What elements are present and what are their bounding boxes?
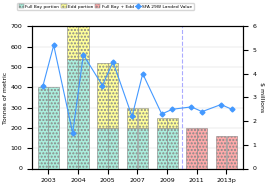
Y-axis label: Tonnes of metric: Tonnes of metric xyxy=(3,71,8,124)
Bar xyxy=(186,128,197,169)
Legend: Full Bay portion, Edd portion, Full Bay + Edd, SFA 29W Landed Value: Full Bay portion, Edd portion, Full Bay … xyxy=(17,3,194,10)
Bar xyxy=(49,87,59,169)
Bar xyxy=(68,24,78,59)
Bar xyxy=(97,128,108,169)
Bar xyxy=(127,108,137,128)
Bar xyxy=(138,108,148,128)
Bar xyxy=(156,128,167,169)
Bar xyxy=(216,136,226,169)
Bar xyxy=(138,128,148,169)
Bar xyxy=(156,118,167,128)
Bar xyxy=(197,128,207,169)
Bar xyxy=(97,63,108,128)
Bar xyxy=(78,59,89,169)
Bar xyxy=(127,128,137,169)
Bar xyxy=(108,63,118,128)
Bar xyxy=(108,128,118,169)
Bar xyxy=(167,118,178,128)
Bar xyxy=(226,136,237,169)
Bar xyxy=(167,128,178,169)
Bar xyxy=(78,24,89,59)
Bar xyxy=(38,87,48,169)
Bar xyxy=(68,59,78,169)
Y-axis label: $ millions: $ millions xyxy=(259,82,264,113)
